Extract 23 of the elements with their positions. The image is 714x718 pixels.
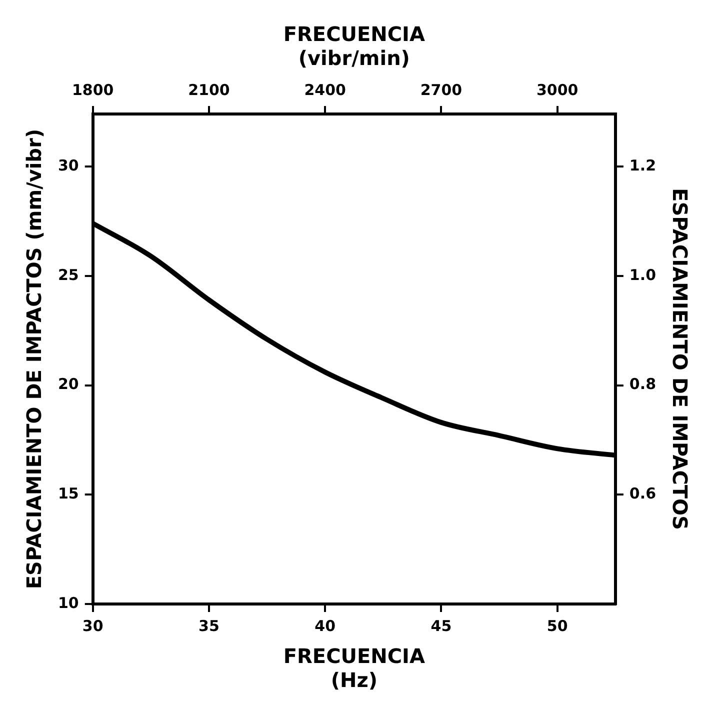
y-axis-title: ESPACIAMIENTO DE IMPACTOS (mm/vibr) <box>22 128 46 590</box>
y2-tick-label: 1.0 <box>629 266 656 284</box>
x2-tick-label: 2100 <box>188 80 230 99</box>
x2-tick-label: 3000 <box>536 80 578 99</box>
x-tick-label: 30 <box>82 616 104 635</box>
x2-axis-title: FRECUENCIA (vibr/min) <box>283 22 426 70</box>
x-tick-label: 50 <box>546 616 568 635</box>
x2-tick-label: 2700 <box>420 80 462 99</box>
x-axis-title: FRECUENCIA (Hz) <box>283 644 426 692</box>
x2-tick-label: 1800 <box>72 80 114 99</box>
y2-tick-label: 1.2 <box>629 156 656 174</box>
y2-axis-title: ESPACIAMIENTO DE IMPACTOS <box>668 188 692 530</box>
y-tick-label: 15 <box>58 484 79 503</box>
y-tick-label: 25 <box>58 266 79 284</box>
x-tick-label: 35 <box>198 616 220 635</box>
x-tick-label: 45 <box>430 616 452 635</box>
y-tick-label: 30 <box>58 156 79 174</box>
x-tick-label: 40 <box>314 616 336 635</box>
x2-tick-label: 2400 <box>304 80 346 99</box>
y-tick-label: 10 <box>58 594 79 612</box>
y-tick-label: 20 <box>58 375 79 394</box>
y2-tick-label: 0.8 <box>629 375 656 394</box>
y2-tick-label: 0.6 <box>629 484 656 503</box>
